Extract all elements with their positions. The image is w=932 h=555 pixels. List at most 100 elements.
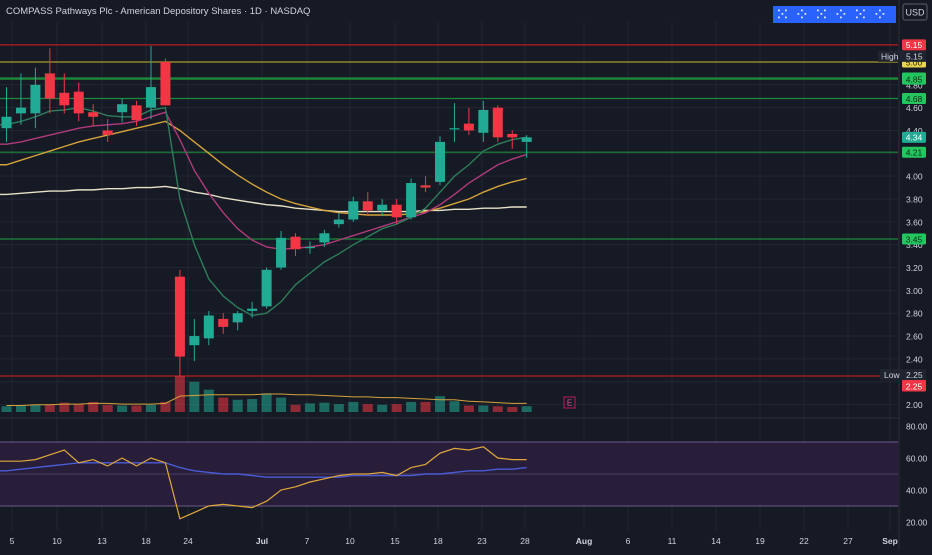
candle-body [507,133,518,138]
toolbar-icon-dot [804,13,807,15]
candle-body [420,185,431,188]
level-badge-value: 4.85 [906,74,923,84]
volume-bar [333,404,344,412]
volume-bar [391,404,402,412]
candle-body [160,61,171,106]
toolbar-tool-icon[interactable] [856,9,865,19]
last-price-badge-value: 4.34 [906,133,923,143]
price-tick-label: 2.60 [906,332,923,342]
rsi-tick-label: 40.00 [906,486,928,496]
toolbar-icons[interactable] [778,9,885,19]
volume-bar [73,404,84,412]
time-tick-label: 15 [390,536,400,546]
candle-body [521,137,532,142]
volume-bar [1,406,12,412]
candle-body [117,104,128,113]
level-badge: 5.15 [902,39,926,51]
candle-body [73,91,84,114]
rsi-tick-label: 20.00 [906,518,928,528]
toolbar-tool-icon[interactable] [836,9,846,19]
time-tick-label: 10 [52,536,62,546]
last-price-badge-bg [902,131,926,143]
toolbar-icon-dot [836,13,839,15]
toolbar-tool-icon[interactable] [817,9,826,19]
level-badge-bg [902,146,926,158]
volume-bar [15,405,26,412]
drawing-toolbar[interactable] [773,6,896,23]
price-tick-label: 2.40 [906,354,923,364]
level-badge: 4.68 [902,93,926,105]
volume-bar [131,405,142,412]
price-tick-label: 2.80 [906,309,923,319]
candle-body [449,128,460,130]
toolbar-strip[interactable] [773,6,896,23]
volume-bar [420,401,431,412]
volume-bar [189,381,200,412]
toolbar-icon-dot [882,13,885,15]
toolbar-icon-dot [801,16,803,19]
toolbar-icon-dot [875,13,878,15]
toolbar-tool-icon[interactable] [797,9,807,19]
toolbar-icon-dot [778,9,780,12]
toolbar-icon-dot [785,16,787,19]
level-badge-bg [902,39,926,51]
time-tick-label: Jul [256,536,268,546]
candle-body [304,246,315,249]
volume-bar [521,406,532,412]
candle-body [1,116,12,129]
chart-title: COMPASS Pathways Plc - American Deposito… [6,6,310,17]
level-badge-value: 4.68 [906,94,923,104]
volume-bar [232,399,243,412]
sma-slow-line [0,120,527,216]
currency-label[interactable]: USD [905,8,925,18]
candle-body [290,236,301,250]
low-price-badge: 2.25 [902,380,926,392]
time-tick-label: Sep [882,536,898,546]
currency-badge-frame[interactable] [902,3,928,21]
candle-body [44,73,55,99]
volume-bar [276,397,287,412]
high-label: High 5.15 [878,50,926,62]
price-tick-label: 3.40 [906,240,923,250]
candle-body [492,107,503,138]
toolbar-icon-dot [797,13,800,15]
toolbar-icon-dot [843,13,846,15]
price-tick-label: 4.60 [906,103,923,113]
volume-bar [88,401,99,412]
toolbar-tool-icon[interactable] [778,9,787,19]
candle-body [319,233,330,243]
candle-body [261,269,272,307]
time-tick-label: Aug [576,536,593,546]
time-tick-label: 7 [305,536,310,546]
candle-body [30,84,41,114]
price-tick-label: 3.60 [906,217,923,227]
price-tick-label: 2.00 [906,400,923,410]
toolbar-icon-dot [824,16,826,19]
low-label-text: Low [884,370,900,380]
toolbar-icon-dot [820,13,823,15]
toolbar-tool-icon[interactable] [875,9,885,19]
candle-body [174,276,185,357]
candle-body [391,204,402,218]
toolbar-icon-dot [785,9,787,12]
toolbar-icon-dot [824,9,826,12]
time-tick-label: 19 [755,536,765,546]
price-tick-label: 3.20 [906,263,923,273]
toolbar-icon-dot [801,9,803,12]
volume-bar [117,405,128,412]
level-badge-bg [902,233,926,245]
level-badge-value: 4.21 [906,147,923,157]
rsi-tick-label: 80.00 [906,422,928,432]
currency-badge[interactable]: USD [902,3,928,21]
volume-bar [290,404,301,412]
time-tick-label: 18 [433,536,443,546]
toolbar-icon-dot [879,16,881,19]
candle-body [406,183,417,218]
candle-body [362,201,373,211]
volume-bar [247,399,258,412]
candle-body [203,315,214,339]
toolbar-icon-dot [840,16,842,19]
toolbar-icon-dot [817,16,819,19]
toolbar-icon-dot [879,9,881,12]
